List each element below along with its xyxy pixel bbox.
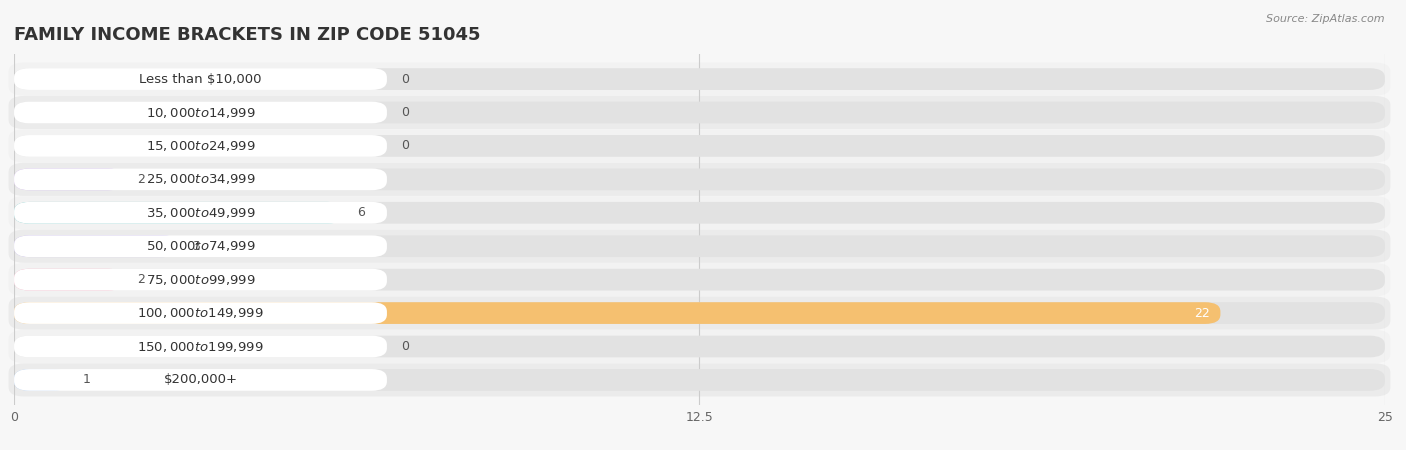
FancyBboxPatch shape <box>8 63 1391 95</box>
Text: 2: 2 <box>138 173 145 186</box>
Text: 0: 0 <box>401 72 409 86</box>
Text: $35,000 to $49,999: $35,000 to $49,999 <box>146 206 256 220</box>
FancyBboxPatch shape <box>14 168 387 190</box>
FancyBboxPatch shape <box>14 202 1385 224</box>
FancyBboxPatch shape <box>8 330 1391 363</box>
Text: 22: 22 <box>1194 306 1209 320</box>
FancyBboxPatch shape <box>14 269 1385 291</box>
FancyBboxPatch shape <box>14 336 1385 357</box>
Text: Source: ZipAtlas.com: Source: ZipAtlas.com <box>1267 14 1385 23</box>
Text: $100,000 to $149,999: $100,000 to $149,999 <box>138 306 264 320</box>
FancyBboxPatch shape <box>14 235 179 257</box>
Text: 3: 3 <box>193 240 200 253</box>
FancyBboxPatch shape <box>14 302 387 324</box>
Text: $15,000 to $24,999: $15,000 to $24,999 <box>146 139 256 153</box>
FancyBboxPatch shape <box>14 202 387 224</box>
Text: FAMILY INCOME BRACKETS IN ZIP CODE 51045: FAMILY INCOME BRACKETS IN ZIP CODE 51045 <box>14 26 481 44</box>
FancyBboxPatch shape <box>8 130 1391 162</box>
Text: $25,000 to $34,999: $25,000 to $34,999 <box>146 172 256 186</box>
FancyBboxPatch shape <box>8 297 1391 329</box>
FancyBboxPatch shape <box>14 68 387 90</box>
FancyBboxPatch shape <box>14 369 387 391</box>
Text: $150,000 to $199,999: $150,000 to $199,999 <box>138 339 264 354</box>
Text: 0: 0 <box>401 140 409 153</box>
FancyBboxPatch shape <box>14 102 1385 123</box>
FancyBboxPatch shape <box>14 102 387 123</box>
FancyBboxPatch shape <box>14 168 124 190</box>
FancyBboxPatch shape <box>14 168 1385 190</box>
FancyBboxPatch shape <box>14 336 387 357</box>
FancyBboxPatch shape <box>14 235 1385 257</box>
FancyBboxPatch shape <box>14 68 1385 90</box>
FancyBboxPatch shape <box>14 302 1385 324</box>
FancyBboxPatch shape <box>14 369 69 391</box>
FancyBboxPatch shape <box>14 269 124 291</box>
Text: 0: 0 <box>401 340 409 353</box>
FancyBboxPatch shape <box>14 135 1385 157</box>
Text: Less than $10,000: Less than $10,000 <box>139 72 262 86</box>
Text: 0: 0 <box>401 106 409 119</box>
FancyBboxPatch shape <box>14 302 1220 324</box>
Text: $200,000+: $200,000+ <box>163 374 238 387</box>
Text: 2: 2 <box>138 273 145 286</box>
Text: $75,000 to $99,999: $75,000 to $99,999 <box>146 273 256 287</box>
FancyBboxPatch shape <box>14 202 343 224</box>
Text: 1: 1 <box>83 374 90 387</box>
FancyBboxPatch shape <box>8 163 1391 196</box>
Text: $10,000 to $14,999: $10,000 to $14,999 <box>146 105 256 120</box>
FancyBboxPatch shape <box>8 96 1391 129</box>
FancyBboxPatch shape <box>8 364 1391 396</box>
Text: 6: 6 <box>357 206 364 219</box>
FancyBboxPatch shape <box>14 269 387 291</box>
FancyBboxPatch shape <box>8 196 1391 230</box>
FancyBboxPatch shape <box>8 230 1391 263</box>
FancyBboxPatch shape <box>14 135 387 157</box>
FancyBboxPatch shape <box>8 263 1391 296</box>
Text: $50,000 to $74,999: $50,000 to $74,999 <box>146 239 256 253</box>
FancyBboxPatch shape <box>14 369 1385 391</box>
FancyBboxPatch shape <box>14 235 387 257</box>
